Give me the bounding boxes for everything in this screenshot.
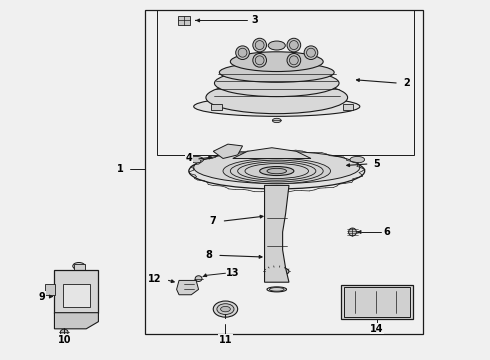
Ellipse shape	[267, 168, 287, 174]
Ellipse shape	[73, 262, 85, 270]
Ellipse shape	[270, 288, 284, 291]
Ellipse shape	[304, 46, 318, 59]
Ellipse shape	[255, 41, 264, 50]
FancyBboxPatch shape	[54, 270, 98, 313]
Polygon shape	[213, 144, 243, 158]
Ellipse shape	[255, 56, 264, 65]
Ellipse shape	[260, 167, 294, 176]
Ellipse shape	[236, 46, 249, 59]
FancyBboxPatch shape	[343, 287, 410, 318]
Bar	[157, 10, 414, 155]
Bar	[63, 284, 90, 307]
Ellipse shape	[265, 267, 289, 276]
Bar	[343, 104, 353, 110]
Bar	[211, 104, 221, 110]
Ellipse shape	[60, 329, 68, 336]
Text: 12: 12	[148, 274, 161, 284]
Ellipse shape	[245, 163, 309, 179]
Ellipse shape	[189, 156, 203, 163]
Text: 4: 4	[185, 153, 192, 163]
FancyBboxPatch shape	[341, 285, 413, 319]
Bar	[45, 284, 55, 295]
Ellipse shape	[230, 52, 323, 72]
Ellipse shape	[287, 54, 301, 67]
Polygon shape	[176, 280, 198, 295]
Ellipse shape	[287, 38, 301, 52]
Ellipse shape	[350, 156, 365, 163]
Text: 9: 9	[39, 292, 46, 302]
Ellipse shape	[189, 153, 365, 189]
Polygon shape	[54, 313, 98, 329]
Ellipse shape	[217, 304, 234, 315]
Text: 2: 2	[403, 78, 410, 88]
Ellipse shape	[238, 48, 247, 57]
Ellipse shape	[215, 70, 339, 96]
Ellipse shape	[220, 306, 230, 312]
Ellipse shape	[290, 56, 298, 65]
Ellipse shape	[194, 151, 360, 184]
Ellipse shape	[270, 193, 284, 199]
Text: 14: 14	[370, 324, 384, 334]
Ellipse shape	[290, 41, 298, 50]
Bar	[74, 264, 85, 271]
Bar	[145, 10, 423, 334]
Text: 1: 1	[117, 164, 124, 174]
Bar	[177, 16, 190, 25]
Ellipse shape	[230, 160, 323, 182]
Ellipse shape	[268, 41, 285, 50]
Ellipse shape	[223, 158, 331, 184]
Ellipse shape	[253, 54, 267, 67]
Ellipse shape	[348, 228, 356, 236]
Ellipse shape	[213, 301, 238, 317]
Ellipse shape	[220, 63, 334, 82]
Polygon shape	[233, 148, 311, 158]
Ellipse shape	[272, 118, 281, 123]
Ellipse shape	[195, 276, 202, 282]
Ellipse shape	[238, 162, 316, 180]
Ellipse shape	[253, 38, 267, 52]
Text: 6: 6	[383, 227, 390, 237]
Ellipse shape	[307, 48, 316, 57]
Polygon shape	[265, 185, 289, 282]
Text: 8: 8	[205, 250, 212, 260]
Text: 10: 10	[57, 334, 71, 345]
Text: 3: 3	[251, 15, 258, 26]
Ellipse shape	[206, 81, 347, 114]
Text: 11: 11	[219, 334, 232, 345]
Text: 5: 5	[373, 159, 380, 169]
Text: 13: 13	[226, 268, 240, 278]
Text: 7: 7	[210, 216, 217, 226]
Ellipse shape	[194, 96, 360, 116]
